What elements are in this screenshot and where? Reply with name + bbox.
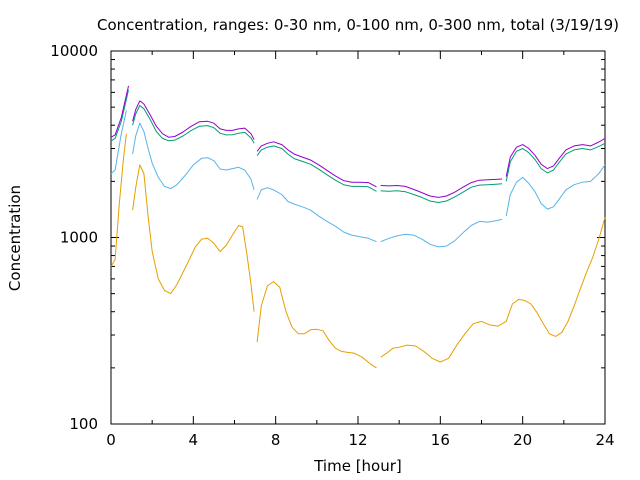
series-3-line-segment-1: [132, 100, 255, 140]
x-tick-label: 20: [513, 431, 532, 449]
x-tick-label: 4: [189, 431, 199, 449]
series-0-line-segment-3: [380, 217, 606, 363]
series-0-line-segment-1: [132, 164, 255, 312]
series-2-line-segment-1: [132, 105, 255, 144]
plot-frame: [110, 50, 606, 425]
x-tick-label: 16: [431, 431, 450, 449]
x-tick-label: 24: [595, 431, 614, 449]
y-tick-label: 1000: [60, 229, 98, 247]
y-tick-label: 100: [69, 415, 98, 433]
y-axis-label: Concentration: [6, 185, 24, 291]
series-3-line-segment-3: [380, 178, 503, 198]
series-3-line-segment-0: [110, 85, 129, 138]
series-2-line-segment-0: [110, 89, 129, 142]
y-tick-label: 10000: [50, 42, 98, 60]
series-1-line-segment-1: [132, 122, 255, 191]
series-0-line-segment-2: [256, 281, 377, 369]
axis-ticks: 0 4 8 12 16 20 24 100 1000 10000: [50, 42, 614, 449]
series-1-line-segment-0: [110, 110, 127, 174]
series-1-line-segment-3: [380, 218, 503, 248]
series-3-line-segment-4: [505, 137, 606, 177]
series-3-line-segment-2: [256, 141, 377, 188]
series-2-line-segment-2: [256, 145, 377, 192]
x-axis-label: Time [hour]: [313, 457, 402, 475]
series-0-line-segment-0: [110, 133, 127, 267]
series-layer: [110, 85, 606, 369]
series-1-line-segment-4: [505, 164, 606, 217]
series-2-line-segment-4: [505, 142, 606, 182]
x-tick-label: 12: [348, 431, 367, 449]
series-2-line-segment-3: [380, 183, 503, 203]
x-tick-label: 0: [106, 431, 116, 449]
chart-title: Concentration, ranges: 0-30 nm, 0-100 nm…: [97, 16, 619, 34]
x-tick-label: 8: [271, 431, 281, 449]
series-1-line-segment-2: [256, 187, 377, 243]
